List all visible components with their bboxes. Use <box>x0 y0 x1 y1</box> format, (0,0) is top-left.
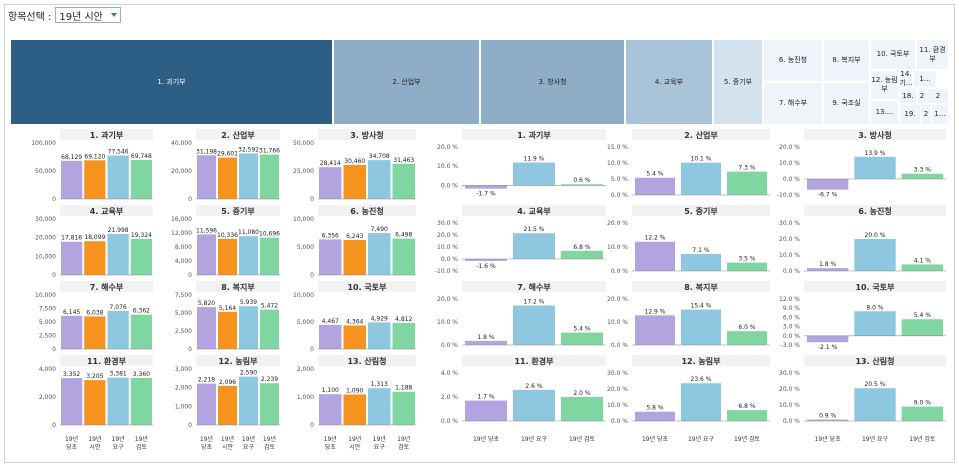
treemap-cell[interactable]: 12. 농림부 <box>870 70 899 100</box>
treemap-cell[interactable]: 10. 국토부 <box>870 39 916 70</box>
treemap-cell[interactable]: 6. 농진청 <box>763 39 823 82</box>
budget-treemap: 1. 과기부 2. 산업부 3. 방사청 4. 교육부 5. 중기부 6. 농진청 7. 해… <box>10 39 949 125</box>
treemap-cell[interactable]: 3. 방사청 <box>480 39 625 125</box>
chevron-down-icon[interactable] <box>110 13 117 17</box>
dashboard-frame <box>4 4 955 463</box>
treemap-cell[interactable]: 4. 교육부 <box>625 39 713 125</box>
filter-label: 항목선택 : <box>8 11 52 23</box>
treemap-cell[interactable]: 1. 과기부 <box>10 39 333 125</box>
item-select-dropdown[interactable]: 19년 시안 <box>55 7 121 23</box>
item-select-value: 19년 시안 <box>59 11 103 23</box>
treemap-cell[interactable]: 8. 복지부 <box>823 39 870 82</box>
treemap-cell[interactable]: 5. 중기부 <box>713 39 763 125</box>
treemap-cell[interactable]: 1... <box>913 70 937 88</box>
filter-bar: 항목선택 : 19년 시안 <box>8 7 121 23</box>
treemap-cell[interactable]: 2 <box>921 104 931 125</box>
treemap-cell[interactable]: 2. 산업부 <box>333 39 480 125</box>
treemap-cell[interactable]: 2 <box>917 88 927 104</box>
treemap-cell[interactable]: 11. 환경부 <box>916 39 949 70</box>
treemap-cell[interactable]: 13.... <box>870 100 899 125</box>
treemap-cell[interactable]: 7. 해수부 <box>763 82 823 125</box>
treemap-cell[interactable]: 2 <box>927 88 949 104</box>
treemap-cell[interactable]: 18. <box>899 88 917 104</box>
treemap-cell[interactable]: 1... <box>931 104 949 125</box>
treemap-cell[interactable]: 9. 국조실 <box>823 82 870 125</box>
treemap-cell[interactable]: 19. <box>899 104 921 125</box>
treemap-cell[interactable]: 14. 기... <box>899 70 913 88</box>
